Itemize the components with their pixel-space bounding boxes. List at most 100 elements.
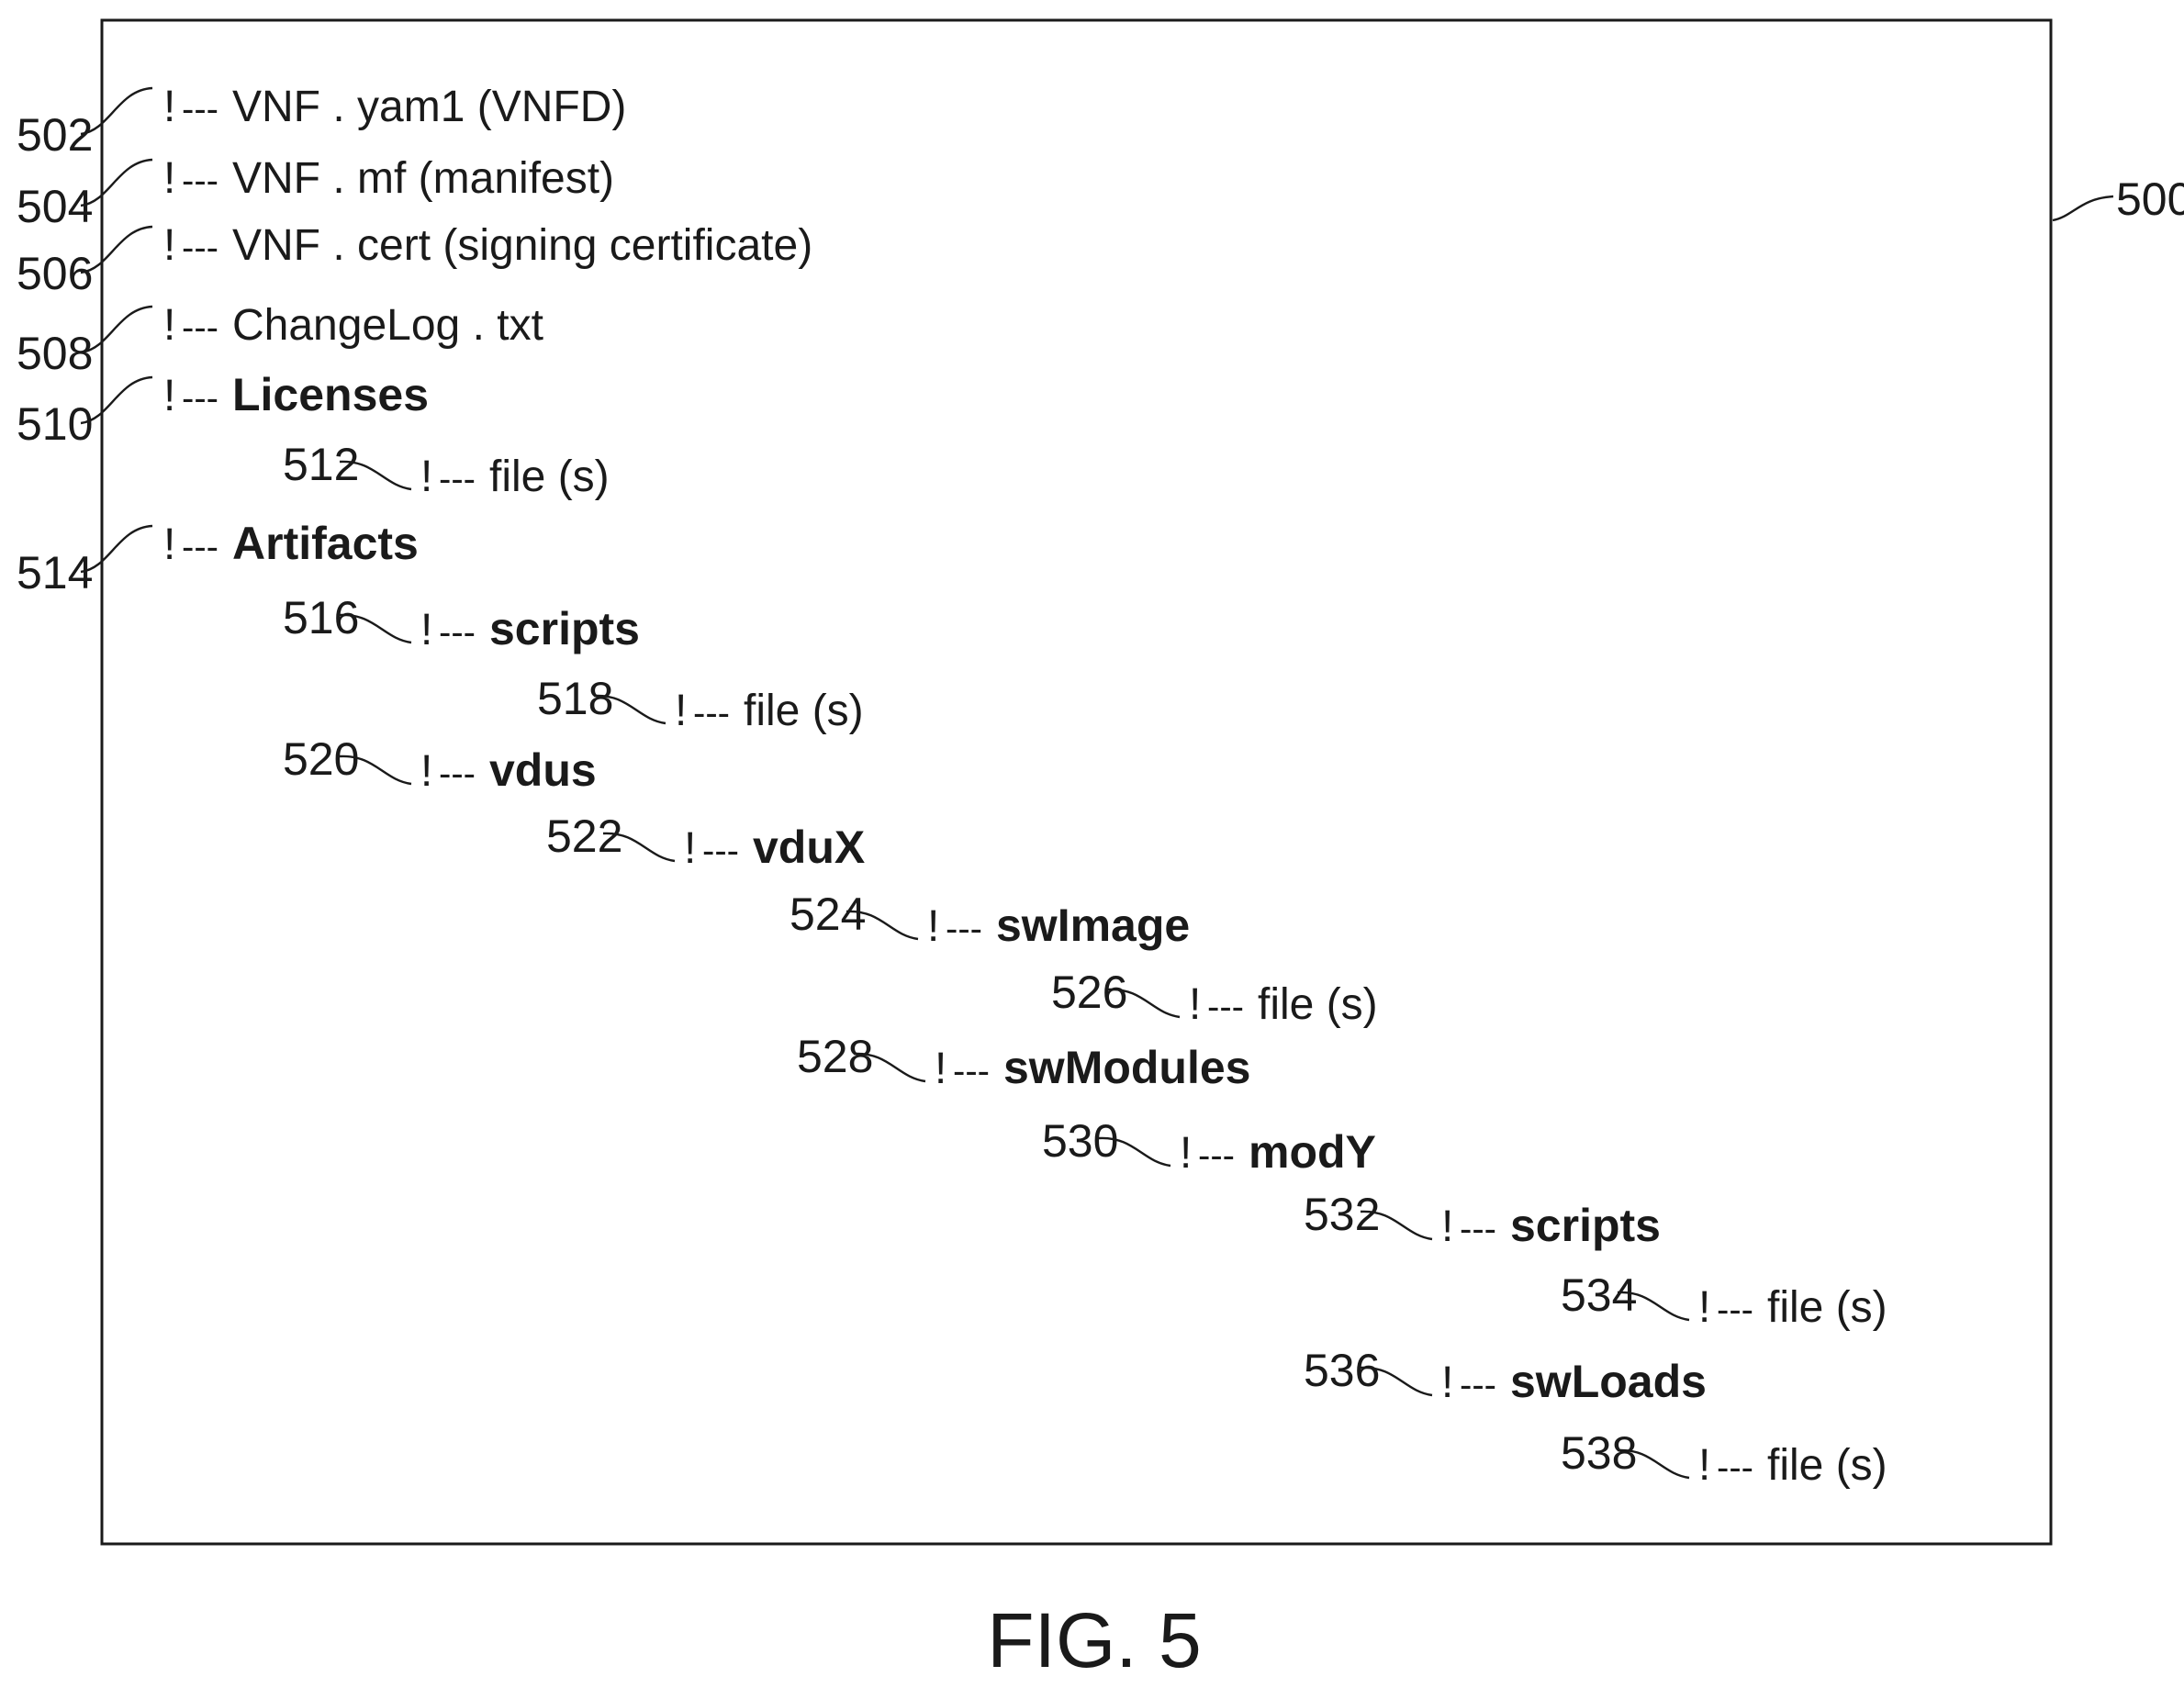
file-name: VNF . yam1 (VNFD) [232, 83, 626, 131]
tree-marker: ! [163, 301, 175, 350]
leader-line [339, 755, 412, 786]
directory-name: Artifacts [232, 518, 419, 569]
tree-marker: ! [1189, 980, 1201, 1029]
figure-caption: FIG. 5 [987, 1597, 1201, 1683]
directory-name: swImage [996, 900, 1190, 951]
reference-numeral: 530 [1042, 1115, 1118, 1167]
tree-connector: --- [439, 612, 476, 653]
tree-row: 534! --- file (s) [1561, 1269, 1887, 1332]
tree-row: 514! --- Artifacts [17, 518, 419, 598]
tree-marker: ! [935, 1045, 946, 1093]
file-name: file (s) [744, 687, 864, 735]
leader-line [1098, 1136, 1171, 1168]
tree-connector: --- [1460, 1209, 1496, 1249]
directory-name: vdus [489, 744, 597, 796]
reference-numeral: 528 [797, 1031, 873, 1082]
directory-name: swModules [1003, 1042, 1250, 1093]
tree-connector: --- [1460, 1365, 1496, 1405]
tree-row: 504! --- VNF . mf (manifest) [17, 154, 614, 232]
tree-row: 516! --- scripts [283, 592, 640, 654]
tree-connector: --- [182, 378, 218, 419]
tree-row: 502! --- VNF . yam1 (VNFD) [17, 83, 626, 161]
tree-row: 522! --- vduX [546, 810, 865, 873]
reference-numeral: 526 [1051, 967, 1127, 1018]
tree-row: 524! --- swImage [790, 889, 1190, 951]
tree-marker: ! [163, 372, 175, 420]
tree-marker: ! [420, 606, 432, 654]
tree-marker: ! [675, 687, 687, 735]
tree-marker: ! [163, 221, 175, 270]
tree-connector: --- [439, 754, 476, 794]
reference-numeral: 524 [790, 889, 866, 940]
tree-marker: ! [420, 747, 432, 796]
reference-numeral: 536 [1304, 1345, 1380, 1396]
reference-numeral: 534 [1561, 1269, 1637, 1321]
reference-numeral: 508 [17, 328, 93, 379]
reference-numeral: 532 [1304, 1189, 1380, 1240]
leader-line [593, 694, 666, 725]
tree-connector: --- [1207, 987, 1244, 1027]
tree-row: 510! --- Licenses [17, 369, 429, 450]
reference-numeral: 516 [283, 592, 359, 643]
tree-marker: ! [163, 83, 175, 131]
directory-name: swLoads [1510, 1356, 1707, 1407]
leader-line [1617, 1291, 1690, 1322]
leader-line [80, 158, 153, 207]
directory-tree: 502! --- VNF . yam1 (VNFD)504! --- VNF . mf … [17, 83, 1887, 1490]
tree-connector: --- [182, 228, 218, 268]
leader-line [80, 86, 153, 136]
leader-line [1107, 988, 1181, 1019]
tree-connector: --- [182, 161, 218, 201]
reference-numeral: 522 [546, 810, 622, 862]
file-name: file (s) [1258, 980, 1378, 1029]
leader-line [1360, 1366, 1433, 1397]
tree-row: 528! --- swModules [797, 1031, 1250, 1093]
tree-row: 526! --- file (s) [1051, 967, 1378, 1029]
reference-numeral: 512 [283, 439, 359, 490]
reference-numeral: 504 [17, 181, 93, 232]
leader-line [80, 375, 153, 425]
tree-connector: --- [953, 1051, 990, 1091]
tree-connector: --- [182, 527, 218, 567]
tree-connector: --- [693, 693, 730, 733]
tree-row: 508! --- ChangeLog . txt [17, 301, 543, 379]
directory-name: vduX [753, 822, 865, 873]
tree-marker: ! [163, 154, 175, 203]
directory-name: scripts [1510, 1200, 1661, 1251]
reference-numeral: 518 [537, 673, 613, 724]
file-name: VNF . mf (manifest) [232, 154, 614, 203]
reference-numeral: 514 [17, 547, 93, 598]
tree-connector: --- [439, 459, 476, 499]
tree-connector: --- [946, 909, 982, 949]
tree-row: 518! --- file (s) [537, 673, 864, 735]
leader-line [80, 524, 153, 574]
leader-line [339, 460, 412, 491]
reference-numeral: 506 [17, 248, 93, 299]
leader-line [339, 613, 412, 644]
figure-reference-leader [2052, 195, 2114, 222]
tree-row: 538! --- file (s) [1561, 1427, 1887, 1490]
figure-reference-number: 500 [2116, 173, 2184, 225]
tree-row: 532! --- scripts [1304, 1189, 1661, 1251]
tree-marker: ! [420, 453, 432, 501]
directory-name: modY [1249, 1126, 1376, 1178]
tree-row: 520! --- vdus [283, 733, 597, 796]
tree-marker: ! [1698, 1441, 1710, 1490]
tree-connector: --- [1198, 1135, 1235, 1176]
tree-connector: --- [182, 89, 218, 129]
tree-marker: ! [684, 824, 696, 873]
leader-line [602, 832, 676, 863]
tree-connector: --- [702, 831, 739, 871]
tree-connector: --- [1717, 1290, 1753, 1330]
tree-marker: ! [1441, 1202, 1453, 1251]
file-name: ChangeLog . txt [232, 301, 543, 350]
file-name: file (s) [1767, 1441, 1887, 1490]
leader-line [846, 910, 919, 941]
tree-row: 506! --- VNF . cert (signing certificate) [17, 221, 812, 299]
tree-marker: ! [1180, 1129, 1192, 1178]
directory-name: Licenses [232, 369, 429, 420]
leader-line [1360, 1210, 1433, 1241]
leader-line [853, 1052, 926, 1083]
file-name: file (s) [489, 453, 610, 501]
